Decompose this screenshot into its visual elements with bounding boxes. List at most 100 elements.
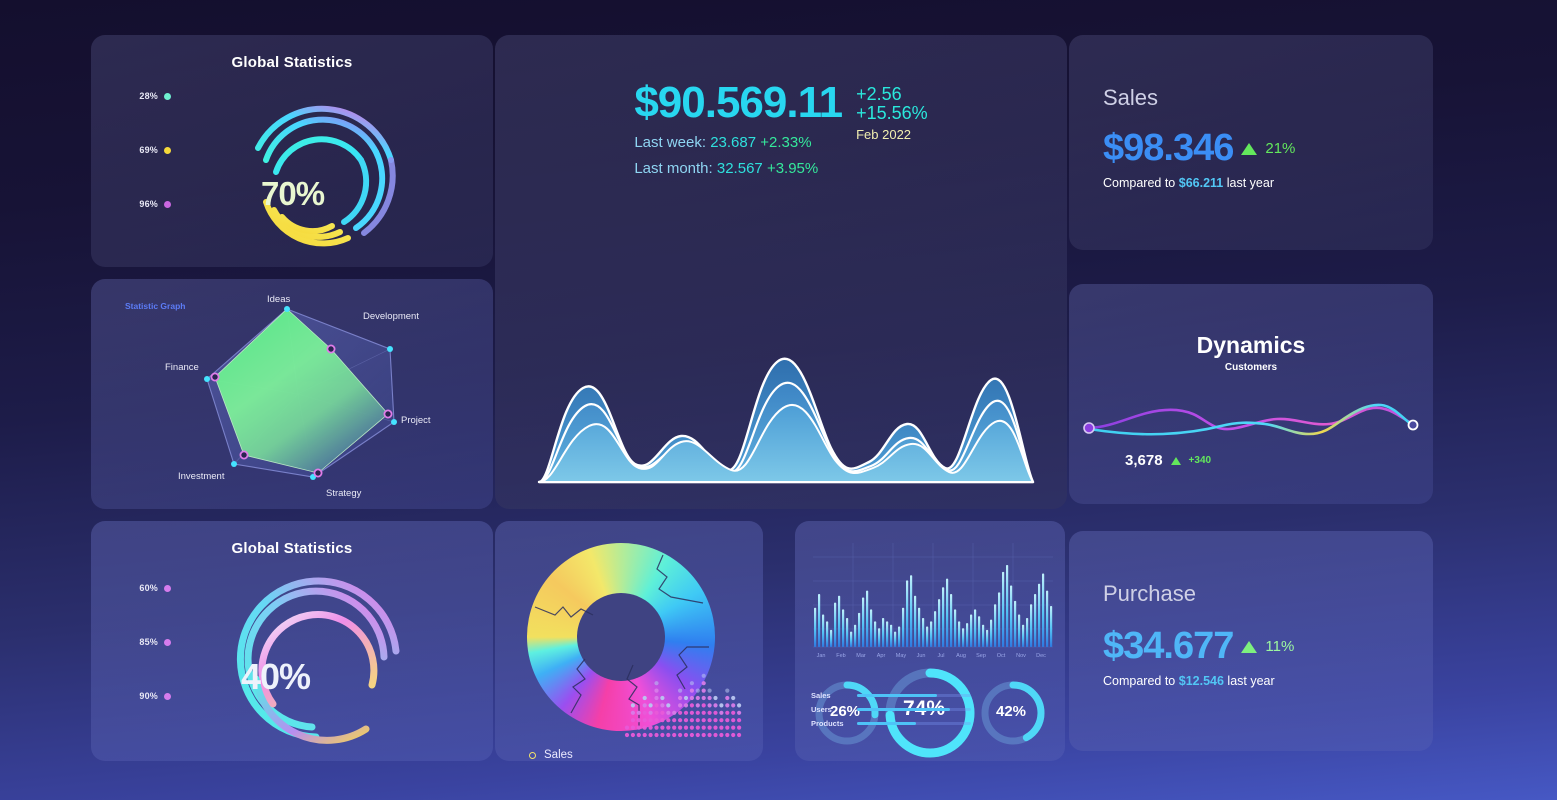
- hero-last-week-delta: +2.33%: [760, 134, 812, 151]
- global-top-legend: 28% 69% 96%: [107, 91, 171, 253]
- monthly-bar-chart: Jan Feb Mar Apr May Jun Jul Aug Sep Oct Nov Dec: [813, 543, 1053, 659]
- gauge-value-right: 42%: [996, 703, 1027, 720]
- progress-label: Products: [811, 719, 844, 728]
- sales-compare: Compared to $66.211 last year: [1103, 176, 1433, 190]
- card-hero-revenue: $90.569.11 Last week: 23.687 +2.33% Last…: [495, 35, 1067, 509]
- dot-matrix-chart: [624, 673, 742, 738]
- card-global-statistics-bottom: Global Statistics 60% 85% 90%: [91, 521, 493, 761]
- svg-text:Jun: Jun: [917, 653, 926, 659]
- progress-fill: [857, 694, 937, 697]
- sales-title: Sales: [1103, 85, 1159, 110]
- card-sales: Sales $98.346 21% Compared to $66.211 la…: [1069, 35, 1433, 250]
- progress-row: Products: [811, 719, 971, 728]
- hero-period: Feb 2022: [856, 126, 912, 142]
- hero-last-month-value: 32.567: [716, 160, 763, 177]
- gauge-group: [815, 668, 1045, 758]
- sales-value: $98.346: [1103, 127, 1234, 169]
- svg-text:Feb: Feb: [836, 653, 845, 659]
- radar-axis-label-strategy: Strategy: [326, 488, 362, 499]
- svg-text:Nov: Nov: [1016, 653, 1026, 659]
- sales-compare-prefix: Compared to: [1103, 176, 1176, 190]
- dynamics-title: Dynamics: [1196, 332, 1306, 358]
- progress-group: Sales Users Products: [811, 691, 971, 733]
- hero-last-month-delta: +3.95%: [766, 160, 819, 177]
- sales-compare-suffix: last year: [1226, 176, 1274, 190]
- legend-item: 85%: [107, 637, 171, 647]
- legend-dot-icon: [164, 692, 171, 700]
- donut-chart: [527, 543, 715, 731]
- donut-legend: Sales Sales plan Weekly limit Mothly lim…: [529, 749, 605, 761]
- dynamics-value: 3,678: [1125, 452, 1163, 469]
- legend-value: 96%: [139, 199, 158, 209]
- global-bottom-center-value: 40%: [241, 656, 311, 697]
- global-bottom-legend: 60% 85% 90%: [107, 583, 171, 745]
- trend-up-icon: [1241, 142, 1258, 155]
- legend-ring-icon: [529, 751, 536, 759]
- card-global-statistics-top: Global Statistics 28% 69% 96%: [91, 35, 493, 267]
- hero-last-week-label: Last week:: [634, 134, 707, 151]
- svg-text:Jan: Jan: [817, 653, 826, 659]
- svg-text:Dec: Dec: [1036, 653, 1046, 659]
- hero-last-month-label: Last month:: [634, 160, 713, 177]
- legend-value: 90%: [139, 691, 158, 701]
- legend-item: 69%: [107, 145, 171, 155]
- legend-item: 96%: [107, 199, 171, 209]
- donut-separators: [534, 554, 709, 727]
- card-bars-gauges: Jan Feb Mar Apr May Jun Jul Aug Sep Oct Nov Dec 26%…: [795, 521, 1065, 761]
- card-statistic-graph: Statistic Graph: [91, 279, 493, 509]
- donut-hole: [577, 593, 665, 681]
- purchase-compare-prefix: Compared to: [1103, 674, 1176, 688]
- dynamics-value-row: 3,678 +340: [1125, 452, 1211, 469]
- global-top-center-value: 70%: [261, 175, 325, 212]
- hero-right: +2.56 +15.56% Feb 2022: [856, 81, 928, 177]
- trend-up-icon: [1170, 456, 1181, 465]
- legend-item: 28%: [107, 91, 171, 101]
- global-bottom-title: Global Statistics: [231, 540, 353, 557]
- purchase-compare-value: $12.546: [1178, 674, 1224, 688]
- dynamics-subtitle: Customers: [1224, 362, 1278, 373]
- gauge-value-left: 26%: [830, 703, 861, 720]
- global-top-title: Global Statistics: [231, 54, 353, 71]
- hero-area-chart: [537, 357, 1035, 484]
- radar-tag: Statistic Graph: [125, 301, 186, 311]
- legend-value: 85%: [139, 637, 158, 647]
- purchase-compare-suffix: last year: [1227, 674, 1275, 688]
- svg-text:May: May: [896, 653, 907, 659]
- card-dynamics: Dynamics Customers 3,678: [1069, 284, 1433, 504]
- radar-axis-label-finance: Finance: [165, 362, 199, 373]
- progress-label: Users: [811, 705, 832, 714]
- purchase-value: $34.677: [1103, 625, 1234, 667]
- svg-text:Mar: Mar: [856, 653, 866, 659]
- svg-text:Jul: Jul: [937, 653, 944, 659]
- sales-value-row: $98.346 21%: [1103, 127, 1433, 170]
- trend-up-icon: [1241, 640, 1258, 653]
- concentric-arcs-top: [255, 105, 396, 247]
- progress-fill: [857, 722, 917, 725]
- radar-chart: [204, 306, 397, 480]
- dynamics-sparkline: [1083, 403, 1419, 436]
- hero-delta-pct: +15.56%: [856, 103, 928, 124]
- purchase-value-row: $34.677 11%: [1103, 625, 1433, 668]
- svg-text:Sep: Sep: [976, 653, 986, 659]
- legend-dot-icon: [164, 584, 171, 592]
- svg-text:Oct: Oct: [997, 653, 1006, 659]
- legend-dot-icon: [164, 200, 171, 208]
- legend-value: 28%: [139, 91, 158, 101]
- radar-axis-label-ideas: Ideas: [267, 294, 291, 305]
- progress-track: [857, 694, 971, 697]
- svg-text:Apr: Apr: [877, 653, 886, 659]
- hero-header: $90.569.11 Last week: 23.687 +2.33% Last…: [495, 81, 1067, 178]
- card-purchase: Purchase $34.677 11% Compared to $12.546…: [1069, 531, 1433, 751]
- radar-axis-label-investment: Investment: [178, 471, 225, 482]
- rings-wrap-bottom: Global Statistics 60% 85% 90%: [91, 521, 493, 761]
- dynamics-delta: +340: [1188, 455, 1212, 466]
- legend-value: 69%: [139, 145, 158, 155]
- rings-wrap-top: Global Statistics 28% 69% 96%: [91, 35, 493, 267]
- legend-dot-icon: [164, 146, 171, 154]
- hero-left: $90.569.11 Last week: 23.687 +2.33% Last…: [634, 81, 843, 178]
- progress-track: [857, 722, 971, 725]
- legend-dot-icon: [164, 638, 171, 646]
- hero-last-week: Last week: 23.687 +2.33%: [634, 134, 842, 151]
- progress-label: Sales: [811, 691, 831, 700]
